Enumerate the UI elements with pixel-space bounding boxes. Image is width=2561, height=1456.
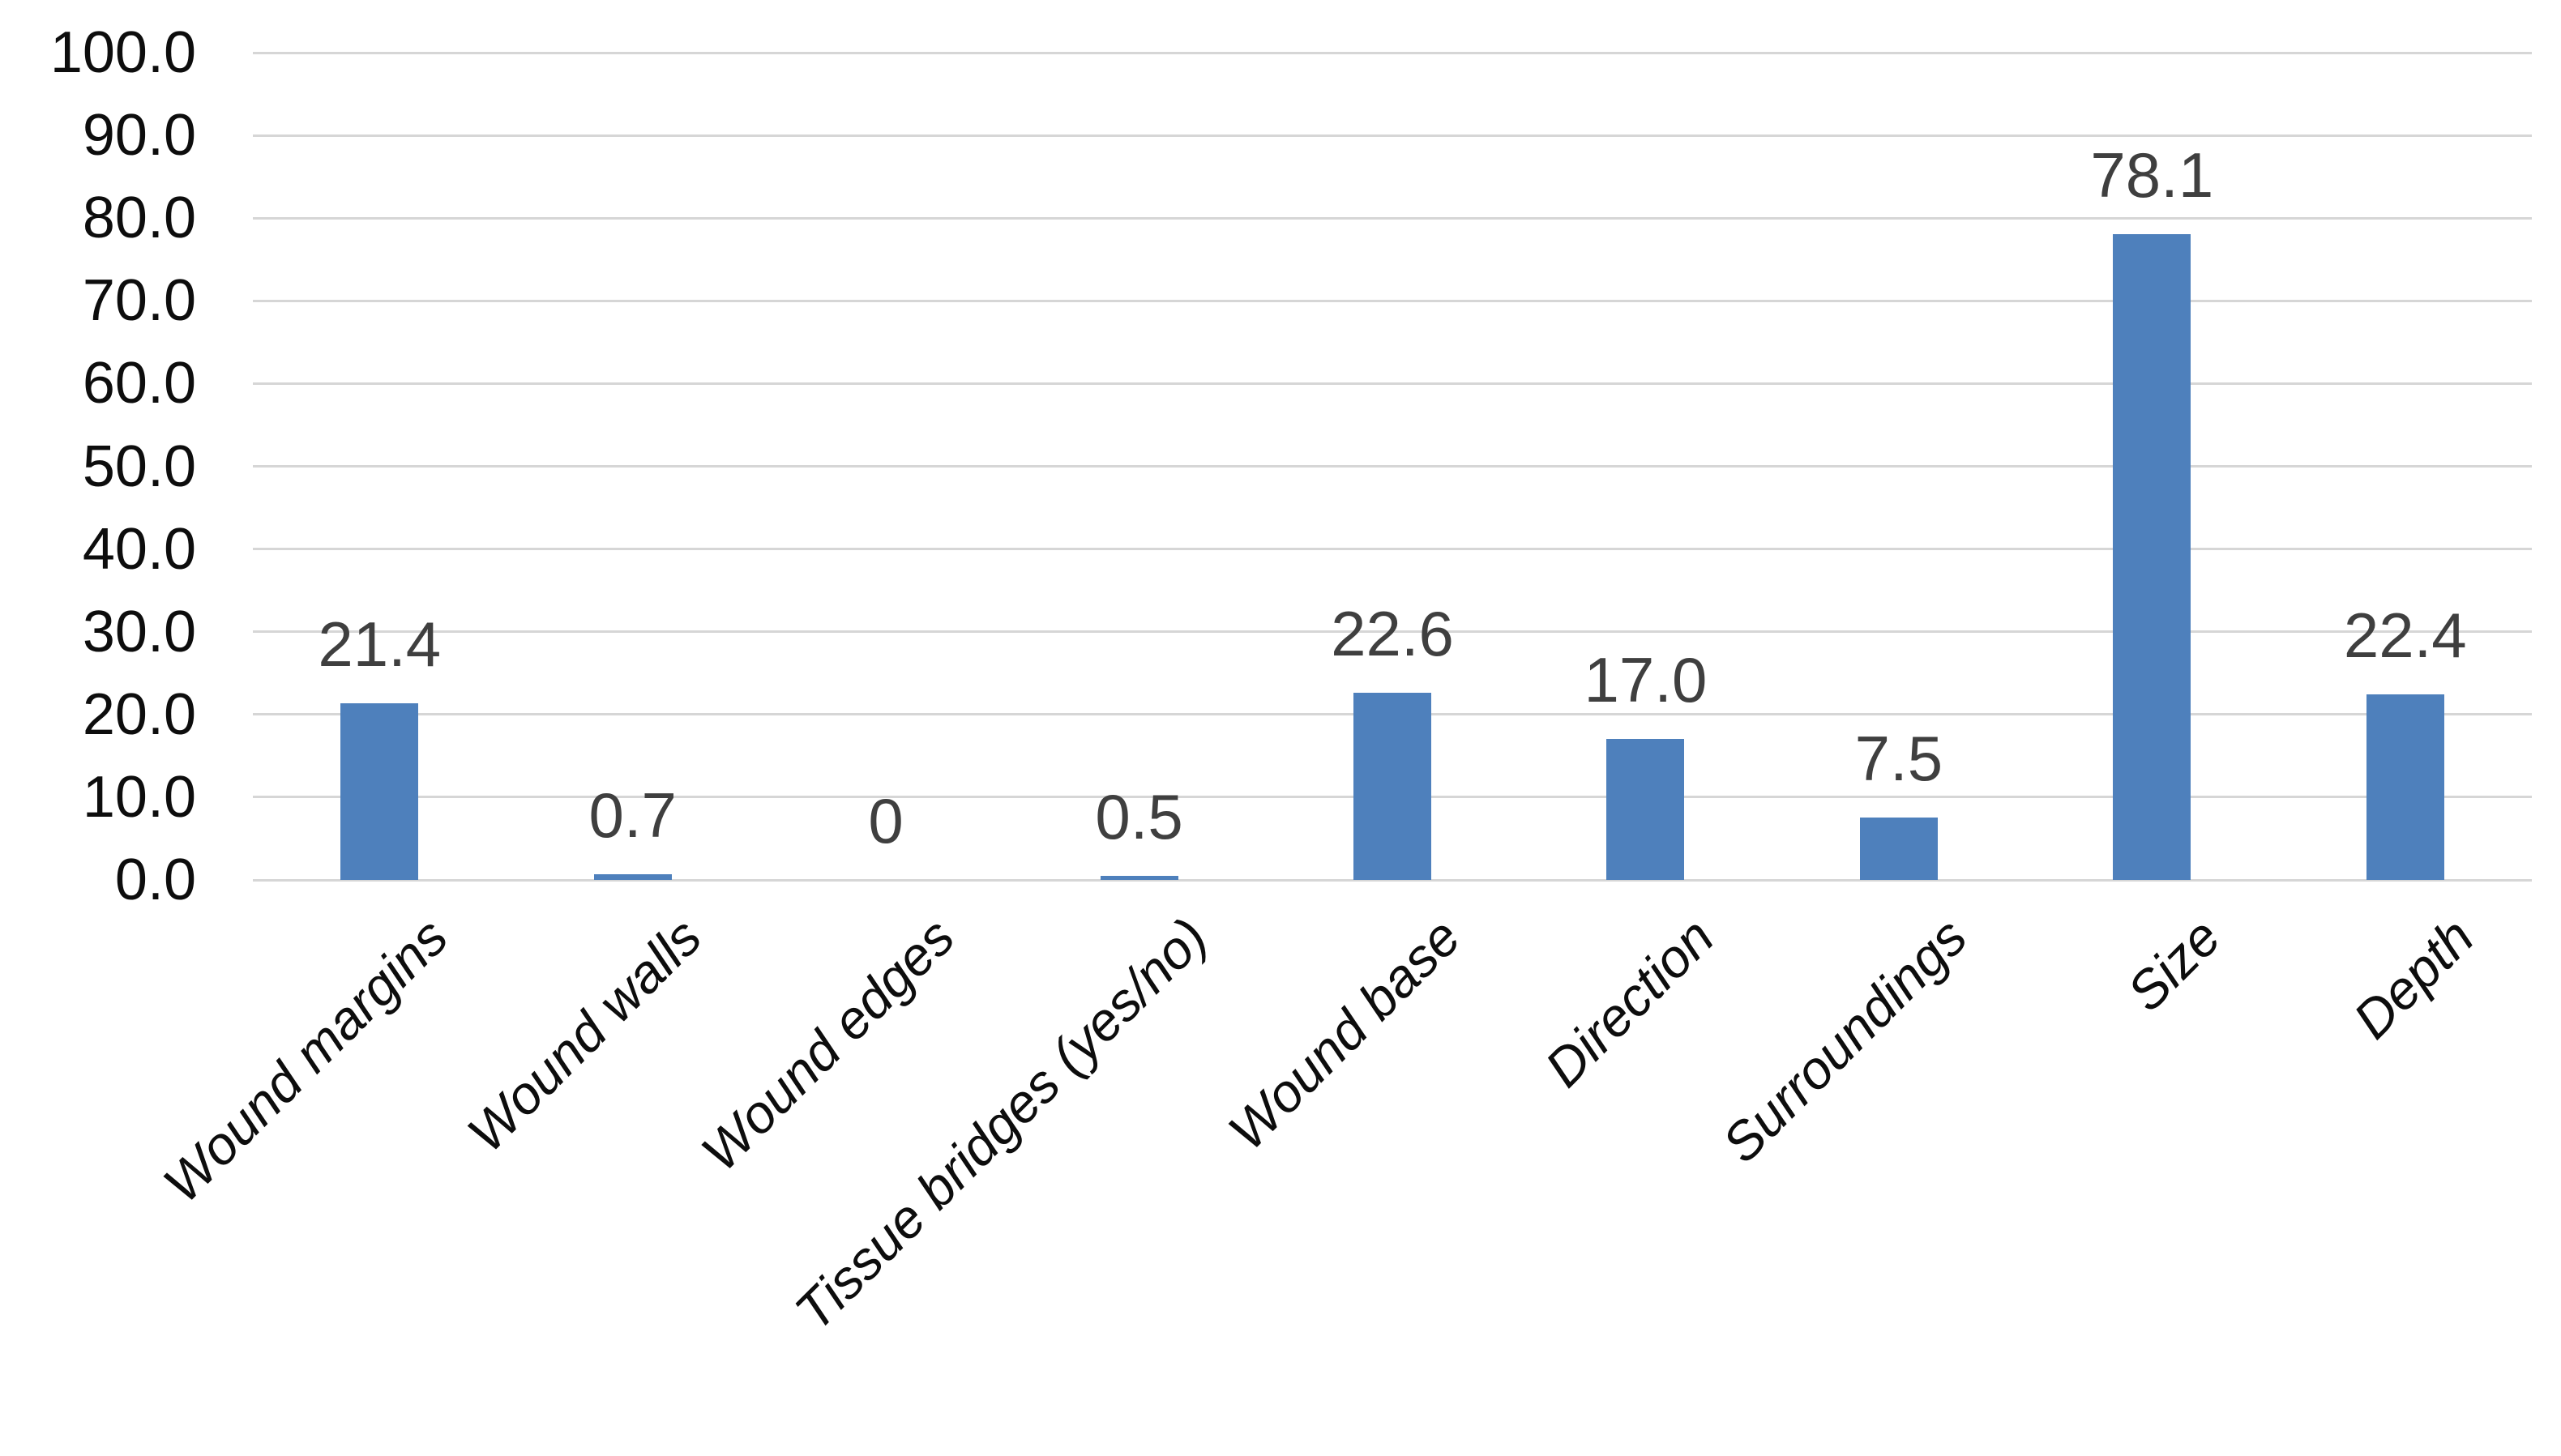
bar-direction (1606, 739, 1685, 880)
gridline (253, 630, 2532, 634)
gridline (253, 299, 2532, 302)
bar-value-label: 22.6 (1331, 598, 1454, 670)
plot-area: 21.4 0.7 0 0.5 22.6 17.0 7.5 78.1 22.4 (253, 51, 2532, 882)
x-axis-category-label: Depth (2341, 906, 2485, 1050)
x-axis-category-label: Wound walls (455, 906, 712, 1164)
gridline (253, 382, 2532, 385)
y-axis-tick-label: 80.0 (82, 186, 196, 251)
y-axis-tick-label: 10.0 (82, 764, 196, 830)
y-axis-tick-label: 50.0 (82, 433, 196, 499)
bar-size (2113, 233, 2191, 880)
y-axis-tick-label: 40.0 (82, 516, 196, 582)
bar-value-label: 78.1 (2090, 139, 2214, 211)
y-axis-tick-label: 30.0 (82, 599, 196, 664)
bar-depth (2366, 694, 2444, 880)
bar-value-label: 0 (868, 785, 904, 856)
x-axis-category-label: Size (2115, 906, 2232, 1023)
bar-value-label: 0.7 (588, 779, 677, 851)
bar-tissue-bridges-yes-no (1100, 875, 1178, 880)
bar-value-label: 21.4 (318, 608, 442, 680)
bar-wound-base (1353, 693, 1431, 880)
gridline (253, 216, 2532, 220)
gridline (253, 548, 2532, 551)
gridline (253, 51, 2532, 54)
gridline (253, 878, 2532, 882)
bar-value-label: 7.5 (1854, 723, 1943, 795)
y-axis-tick-label: 20.0 (82, 681, 196, 747)
x-axis-category-label: Tissue bridges (yes/no) (783, 906, 1219, 1342)
x-axis-category-label: Wound edges (689, 906, 966, 1183)
bar-value-label: 22.4 (2343, 600, 2467, 672)
y-axis-tick-label: 100.0 (49, 20, 196, 85)
bar-value-label: 0.5 (1095, 780, 1183, 852)
x-axis-category-label: Direction (1533, 906, 1725, 1099)
x-axis-category-label: Wound margins (152, 906, 460, 1214)
gridline (253, 465, 2532, 468)
y-axis-tick-label: 60.0 (82, 351, 196, 416)
x-axis-category-label: Wound base (1216, 906, 1473, 1162)
x-axis-category-label: Surroundings (1710, 906, 1978, 1174)
gridline (253, 134, 2532, 137)
bar-surroundings (1859, 818, 1938, 880)
bar-wound-walls (593, 873, 672, 880)
bar-value-label: 17.0 (1584, 644, 1708, 716)
bar-wound-margins (340, 702, 419, 880)
y-axis-tick-label: 70.0 (82, 268, 196, 334)
y-axis-tick-label: 0.0 (114, 848, 196, 912)
y-axis-tick-label: 90.0 (82, 103, 196, 169)
